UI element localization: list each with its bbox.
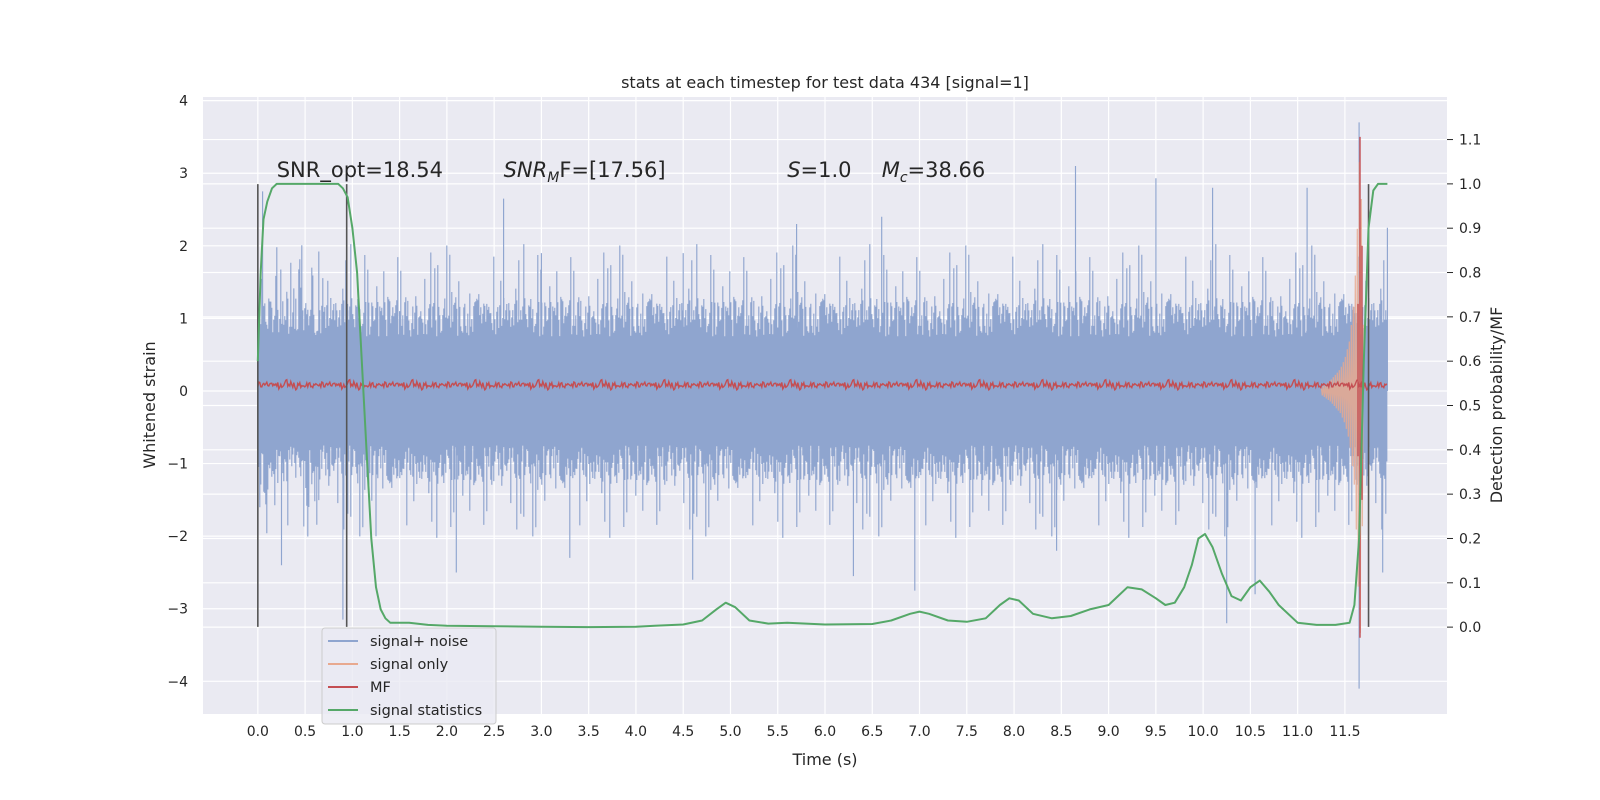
x-tick-label: 8.0 xyxy=(1003,724,1025,740)
mc-value: =38.66 xyxy=(908,158,986,182)
x-tick-label: 5.0 xyxy=(719,724,741,740)
mc-subscript: c xyxy=(900,170,908,186)
y2-tick-label: 0.0 xyxy=(1459,620,1481,636)
y-tick-label: 1 xyxy=(179,311,188,327)
s-value: =1.0 xyxy=(801,158,852,182)
s-annotation: S=1.0 xyxy=(787,158,851,182)
x-tick-label: 5.5 xyxy=(767,724,789,740)
y-tick-label: 2 xyxy=(179,239,188,255)
x-tick-label: 0.5 xyxy=(294,724,316,740)
snr-mf-annotation: SNRMF=[17.56] xyxy=(504,158,666,186)
signal-only-trace xyxy=(1320,162,1364,633)
y-tick-label: −4 xyxy=(167,674,188,690)
y2-tick-label: 0.1 xyxy=(1459,576,1481,592)
x-tick-label: 0.0 xyxy=(247,724,269,740)
x-tick-label: 3.0 xyxy=(530,724,552,740)
y2-tick-label: 0.6 xyxy=(1459,354,1481,370)
x-tick-label: 11.5 xyxy=(1329,724,1360,740)
x-tick-label: 1.0 xyxy=(341,724,363,740)
snr-mf-symbol: SNR xyxy=(504,158,548,182)
y2-tick-label: 1.1 xyxy=(1459,133,1481,149)
y-tick-label: −2 xyxy=(167,529,188,545)
y2-tick-label: 1.0 xyxy=(1459,177,1481,193)
snr-mf-subscript: M xyxy=(547,170,559,186)
s-symbol: S xyxy=(787,158,800,182)
y-axis-label: Whitened strain xyxy=(140,341,159,468)
y2-tick-label: 0.5 xyxy=(1459,399,1481,415)
legend-label-signal-noise: signal+ noise xyxy=(370,634,468,650)
y2-tick-label: 0.8 xyxy=(1459,266,1481,282)
snr-opt-annotation: SNR_opt=18.54 xyxy=(277,158,443,183)
x-tick-label: 6.0 xyxy=(814,724,836,740)
legend: signal+ noise signal only MF signal stat… xyxy=(321,627,497,725)
y2-tick-label: 0.9 xyxy=(1459,221,1481,237)
y-tick-label: 3 xyxy=(179,166,188,182)
y2-tick-label: 0.7 xyxy=(1459,310,1481,326)
y-tick-label: −1 xyxy=(167,457,188,473)
chart-title: stats at each timestep for test data 434… xyxy=(621,73,1029,92)
x-tick-label: 2.0 xyxy=(436,724,458,740)
y-tick-label: 4 xyxy=(179,94,188,110)
y-tick-label: 0 xyxy=(179,384,188,400)
signal-only-series xyxy=(1320,162,1364,633)
legend-label-signal-only: signal only xyxy=(370,657,449,673)
y2-tick-label: 0.4 xyxy=(1459,443,1481,459)
vertical-markers xyxy=(257,184,1370,627)
mc-symbol: M xyxy=(882,158,900,182)
x-tick-label: 4.5 xyxy=(672,724,694,740)
signal-statistics-series xyxy=(256,182,1388,629)
x-tick-label: 2.5 xyxy=(483,724,505,740)
x-tick-label: 10.5 xyxy=(1235,724,1266,740)
x-tick-label: 10.0 xyxy=(1188,724,1219,740)
mf-trace xyxy=(257,136,1388,638)
x-tick-label: 7.0 xyxy=(908,724,930,740)
x-tick-label: 3.5 xyxy=(578,724,600,740)
tick-labels: 0.0 0.5 1.0 1.5 2.0 2.5 3.0 3.5 4.0 4.5 5.0 5.5 6.0 6… xyxy=(167,94,1481,740)
x-tick-label: 4.0 xyxy=(625,724,647,740)
legend-label-signal-statistics: signal statistics xyxy=(370,703,482,719)
legend-box xyxy=(321,627,497,725)
legend-label-mf: MF xyxy=(370,680,391,696)
x-tick-label: 6.5 xyxy=(861,724,883,740)
mf-series xyxy=(257,136,1388,638)
x-tick-label: 9.5 xyxy=(1145,724,1167,740)
x-tick-label: 11.0 xyxy=(1282,724,1313,740)
x-tick-label: 1.5 xyxy=(388,724,410,740)
signal-statistics-line xyxy=(256,182,1388,629)
y2-axis-label: Detection probability/MF xyxy=(1487,307,1506,504)
snr-mf-value: F=[17.56] xyxy=(559,158,665,182)
x-tick-label: 8.5 xyxy=(1050,724,1072,740)
y2-tick-label: 0.3 xyxy=(1459,487,1481,503)
annotations: SNR_opt=18.54 SNRMF=[17.56] S=1.0 Mc=38.… xyxy=(277,158,986,186)
y2-tick-label: 0.2 xyxy=(1459,531,1481,547)
y-tick-label: −3 xyxy=(167,602,188,618)
mc-annotation: Mc=38.66 xyxy=(882,158,986,186)
x-axis-label: Time (s) xyxy=(791,750,857,769)
x-tick-label: 9.0 xyxy=(1097,724,1119,740)
x-tick-label: 7.5 xyxy=(956,724,978,740)
